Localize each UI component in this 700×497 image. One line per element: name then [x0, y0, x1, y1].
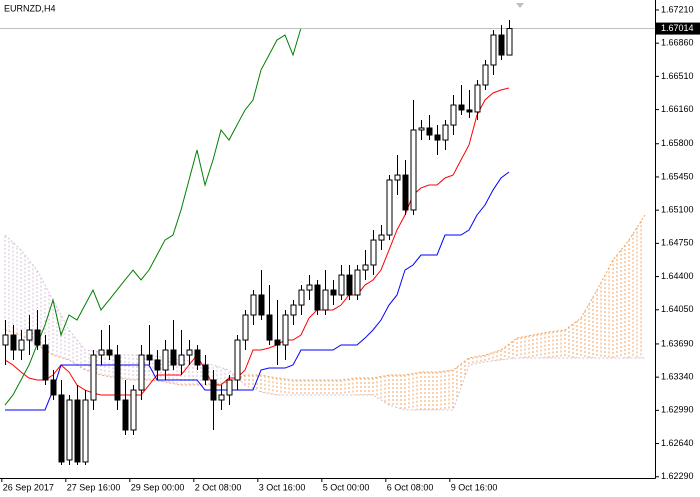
x-tick-label: 3 Oct 16:00 — [259, 482, 306, 492]
candle-body — [450, 104, 457, 126]
candle-body — [290, 304, 297, 316]
candle-body — [386, 179, 393, 236]
x-tick-label: 5 Oct 00:00 — [323, 482, 370, 492]
candle-body — [298, 289, 305, 306]
candle-body — [90, 354, 97, 401]
candle-body — [34, 329, 41, 346]
candle-body — [354, 269, 361, 296]
candle-body — [338, 274, 345, 296]
candle-body — [154, 359, 161, 371]
y-tick-label: 1.65100 — [661, 205, 694, 215]
candle-body — [266, 314, 273, 341]
candle-body — [410, 129, 417, 211]
candle-body — [226, 379, 233, 396]
candle-body — [250, 294, 257, 316]
chart-title: EURNZD,H4 — [4, 3, 56, 13]
price-tag-label: 1.67014 — [661, 23, 694, 33]
candle-body — [402, 174, 409, 211]
candle-body — [194, 349, 201, 366]
x-tick-label: 26 Sep 2017 — [3, 482, 54, 492]
candle-body — [162, 349, 169, 371]
candle-body — [202, 364, 209, 381]
candle-body — [330, 289, 337, 296]
shift-marker — [516, 3, 524, 8]
candle-body — [58, 394, 65, 463]
indicator-line — [4, 87, 510, 396]
y-tick-label: 1.65800 — [661, 138, 694, 148]
candle-body — [114, 354, 121, 401]
y-tick-label: 1.62290 — [661, 471, 694, 481]
candle-body — [306, 284, 313, 291]
candle-body — [346, 274, 353, 296]
plot-area — [0, 20, 655, 466]
y-tick-label: 1.64050 — [661, 304, 694, 314]
candle-body — [138, 354, 145, 391]
x-tick-label: 6 Oct 08:00 — [387, 482, 434, 492]
candle-body — [394, 174, 401, 181]
candle-body — [418, 127, 425, 131]
candle-body — [506, 28, 513, 56]
candle-body — [498, 34, 505, 56]
candle-body — [314, 284, 321, 311]
y-tick-label: 1.66860 — [661, 38, 694, 48]
x-tick-label: 27 Sep 16:00 — [67, 482, 121, 492]
y-tick-label: 1.62990 — [661, 405, 694, 415]
candle-body — [74, 399, 81, 463]
candle-body — [2, 334, 9, 346]
candle-body — [50, 379, 57, 396]
indicator-line — [5, 171, 510, 411]
candle-body — [482, 64, 489, 86]
candle-body — [82, 399, 89, 463]
candle-body — [18, 339, 25, 351]
x-tick-label: 9 Oct 16:00 — [451, 482, 498, 492]
cloud-edge — [4, 214, 646, 386]
candle-body — [106, 349, 113, 356]
candle-body — [186, 349, 193, 356]
candle-body — [218, 394, 225, 401]
candle-body — [426, 127, 433, 136]
y-tick-label: 1.64400 — [661, 271, 694, 281]
candle-body — [258, 294, 265, 316]
candle-body — [242, 314, 249, 341]
price-tag — [656, 22, 700, 35]
candle-body — [130, 389, 137, 431]
y-tick-label: 1.66160 — [661, 104, 694, 114]
y-tick-label: 1.66510 — [661, 71, 694, 81]
y-tick-label: 1.62640 — [661, 438, 694, 448]
y-tick-label: 1.65450 — [661, 171, 694, 181]
candle-body — [458, 104, 465, 111]
candle-body — [234, 339, 241, 381]
candle-body — [42, 344, 49, 381]
candle-body — [10, 334, 17, 351]
candle-body — [122, 399, 129, 431]
x-tick-label: 2 Oct 08:00 — [195, 482, 242, 492]
candle-body — [442, 124, 449, 141]
candle-body — [274, 339, 281, 346]
candle-body — [466, 109, 473, 113]
y-tick-label: 1.63340 — [661, 372, 694, 382]
candle-body — [66, 399, 73, 461]
candle-body — [434, 134, 441, 141]
candle-body — [146, 354, 153, 361]
candle-body — [98, 349, 105, 356]
candle-body — [474, 84, 481, 113]
candle-body — [170, 349, 177, 366]
y-tick-label: 1.63690 — [661, 338, 694, 348]
candle-body — [210, 379, 217, 401]
x-tick-label: 29 Sep 00:00 — [131, 482, 185, 492]
y-tick-label: 1.64750 — [661, 238, 694, 248]
candle-body — [378, 234, 385, 241]
candle-body — [370, 239, 377, 266]
candle-body — [282, 314, 289, 346]
candle-body — [26, 329, 33, 341]
candle-body — [362, 264, 369, 271]
indicator-line — [4, 27, 302, 406]
y-tick-label: 1.67210 — [661, 4, 694, 14]
candle-body — [178, 354, 185, 366]
candle-body — [490, 34, 497, 66]
candle-body — [322, 289, 329, 311]
